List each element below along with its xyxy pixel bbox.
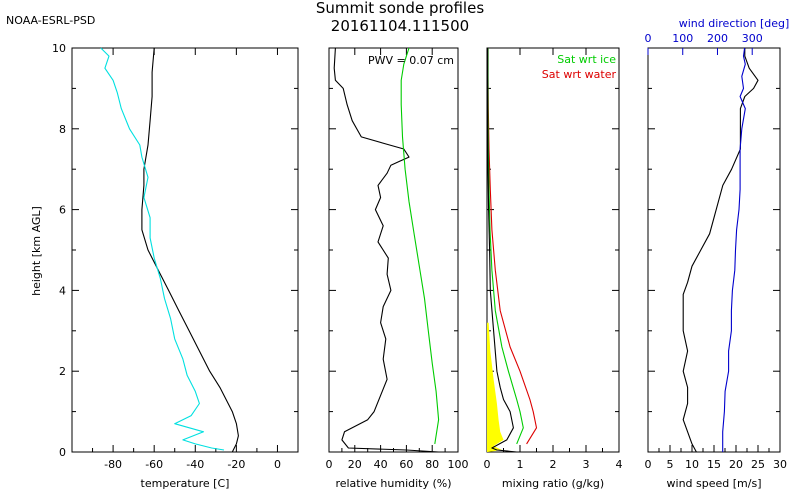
wind-direction-tick-label: 100 [672, 32, 693, 45]
rh-x-tick-label: 0 [326, 458, 333, 471]
temperature-frame [71, 47, 299, 453]
temperature-x-tick-label: 0 [274, 458, 281, 471]
rh-x-tick-label: 100 [448, 458, 469, 471]
wind-x-tick-label: 0 [645, 458, 652, 471]
org-label: NOAA-ESRL-PSD [6, 14, 95, 27]
wind-panel: 0 5 10 15 20 25 30 wind speed [m/s] 0 100 200 300 wi… [645, 17, 790, 490]
pwv-annotation: PWV = 0.07 cm [368, 54, 454, 67]
wind-x-tick-label: 5 [667, 458, 674, 471]
y-tick-label: 6 [59, 204, 66, 217]
mixing-ratio-x-tick-label: 1 [517, 458, 524, 471]
rh-wrt-ice-line [400, 47, 440, 444]
y-tick-label: 4 [59, 284, 66, 297]
mixing-ratio-x-tick-label: 0 [484, 458, 491, 471]
temperature-x-axis-label: temperature [C] [141, 477, 230, 490]
dew-point-line [100, 47, 225, 451]
rh-x-tick-label: 20 [348, 458, 362, 471]
wind-direction-tick-label: 0 [645, 32, 652, 45]
y-tick-label: 0 [59, 446, 66, 459]
temperature-x-tick-label: -20 [227, 458, 245, 471]
wind-speed-line [682, 48, 759, 453]
chart-title: Summit sonde profiles [316, 0, 484, 17]
temperature-x-tick-label: -80 [104, 458, 122, 471]
mixing-ratio-panel: 0 1 2 3 4 mixing ratio (g/kg) Sat wrt ice Sat w… [484, 47, 623, 490]
temperature-x-tick-label: -40 [186, 458, 204, 471]
y-tick-label: 10 [52, 42, 66, 55]
legend-sat-wrt-water: Sat wrt water [542, 68, 617, 81]
mixing-ratio-frame [486, 47, 620, 453]
mixing-ratio-x-axis-label: mixing ratio (g/kg) [502, 477, 604, 490]
wind-x-tick-label: 15 [707, 458, 721, 471]
mixing-ratio-x-tick-label: 2 [550, 458, 557, 471]
legend-sat-wrt-ice: Sat wrt ice [557, 53, 616, 66]
wind-x-axis-label: wind speed [m/s] [667, 477, 762, 490]
temperature-line [141, 47, 239, 453]
rh-x-axis-label: relative humidity (%) [335, 477, 451, 490]
wind-x-tick-label: 30 [773, 458, 787, 471]
wind-direction-axis-label: wind direction [deg] [679, 17, 790, 30]
rh-wrt-water-line [333, 47, 439, 453]
wind-direction-tick-label: 300 [742, 32, 763, 45]
y-tick-label: 8 [59, 123, 66, 136]
temperature-panel: -80 -60 -40 -20 0 0 2 4 6 8 10 temperature [C] [52, 42, 299, 490]
wind-direction-tick-label: 200 [707, 32, 728, 45]
temperature-x-tick-label: -60 [145, 458, 163, 471]
rh-x-tick-label: 60 [399, 458, 413, 471]
wind-x-tick-label: 10 [685, 458, 699, 471]
mixing-ratio-x-tick-label: 4 [616, 458, 623, 471]
ice-saturation-band [487, 322, 504, 452]
y-axis-label: height [km AGL] [30, 206, 43, 296]
rh-x-tick-label: 40 [374, 458, 388, 471]
wind-x-tick-label: 25 [751, 458, 765, 471]
wind-direction-line [722, 47, 746, 452]
y-tick-label: 2 [59, 365, 66, 378]
mixing-ratio-line [487, 48, 517, 453]
rh-x-tick-label: 80 [425, 458, 439, 471]
mixing-ratio-x-tick-label: 3 [583, 458, 590, 471]
wind-x-tick-label: 20 [729, 458, 743, 471]
rh-panel: 0 20 40 60 80 100 relative humidity (%) PWV = 0… [326, 47, 469, 490]
wind-frame [647, 47, 781, 453]
chart-subtitle-timestamp: 20161104.111500 [331, 17, 469, 35]
